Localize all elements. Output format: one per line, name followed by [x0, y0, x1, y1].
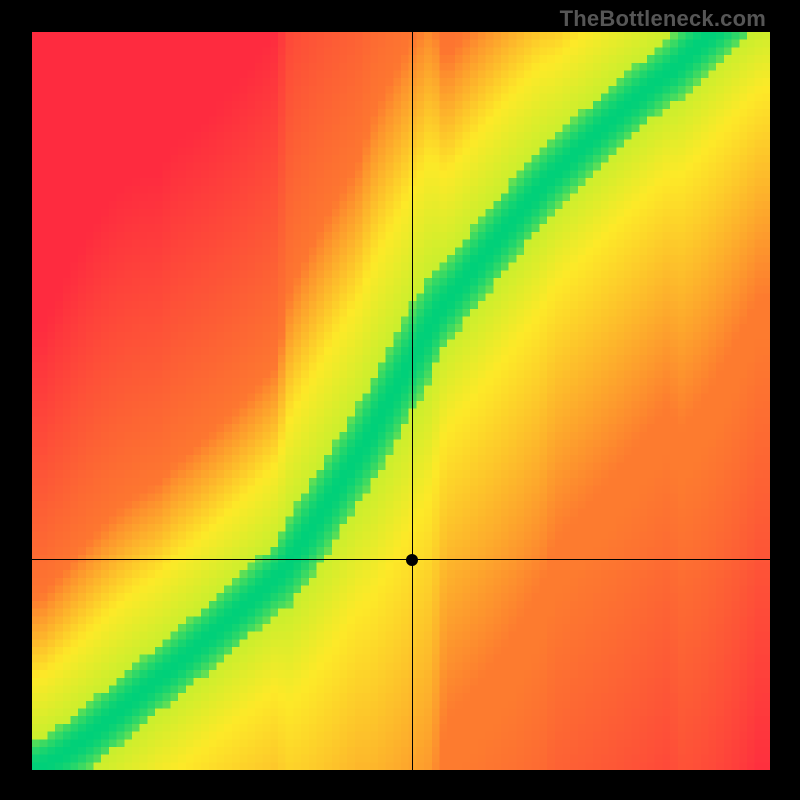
selection-marker[interactable]: [406, 554, 418, 566]
bottleneck-heatmap: [32, 32, 770, 770]
watermark-text: TheBottleneck.com: [560, 6, 766, 32]
crosshair-horizontal: [32, 559, 770, 560]
crosshair-vertical: [412, 32, 413, 770]
